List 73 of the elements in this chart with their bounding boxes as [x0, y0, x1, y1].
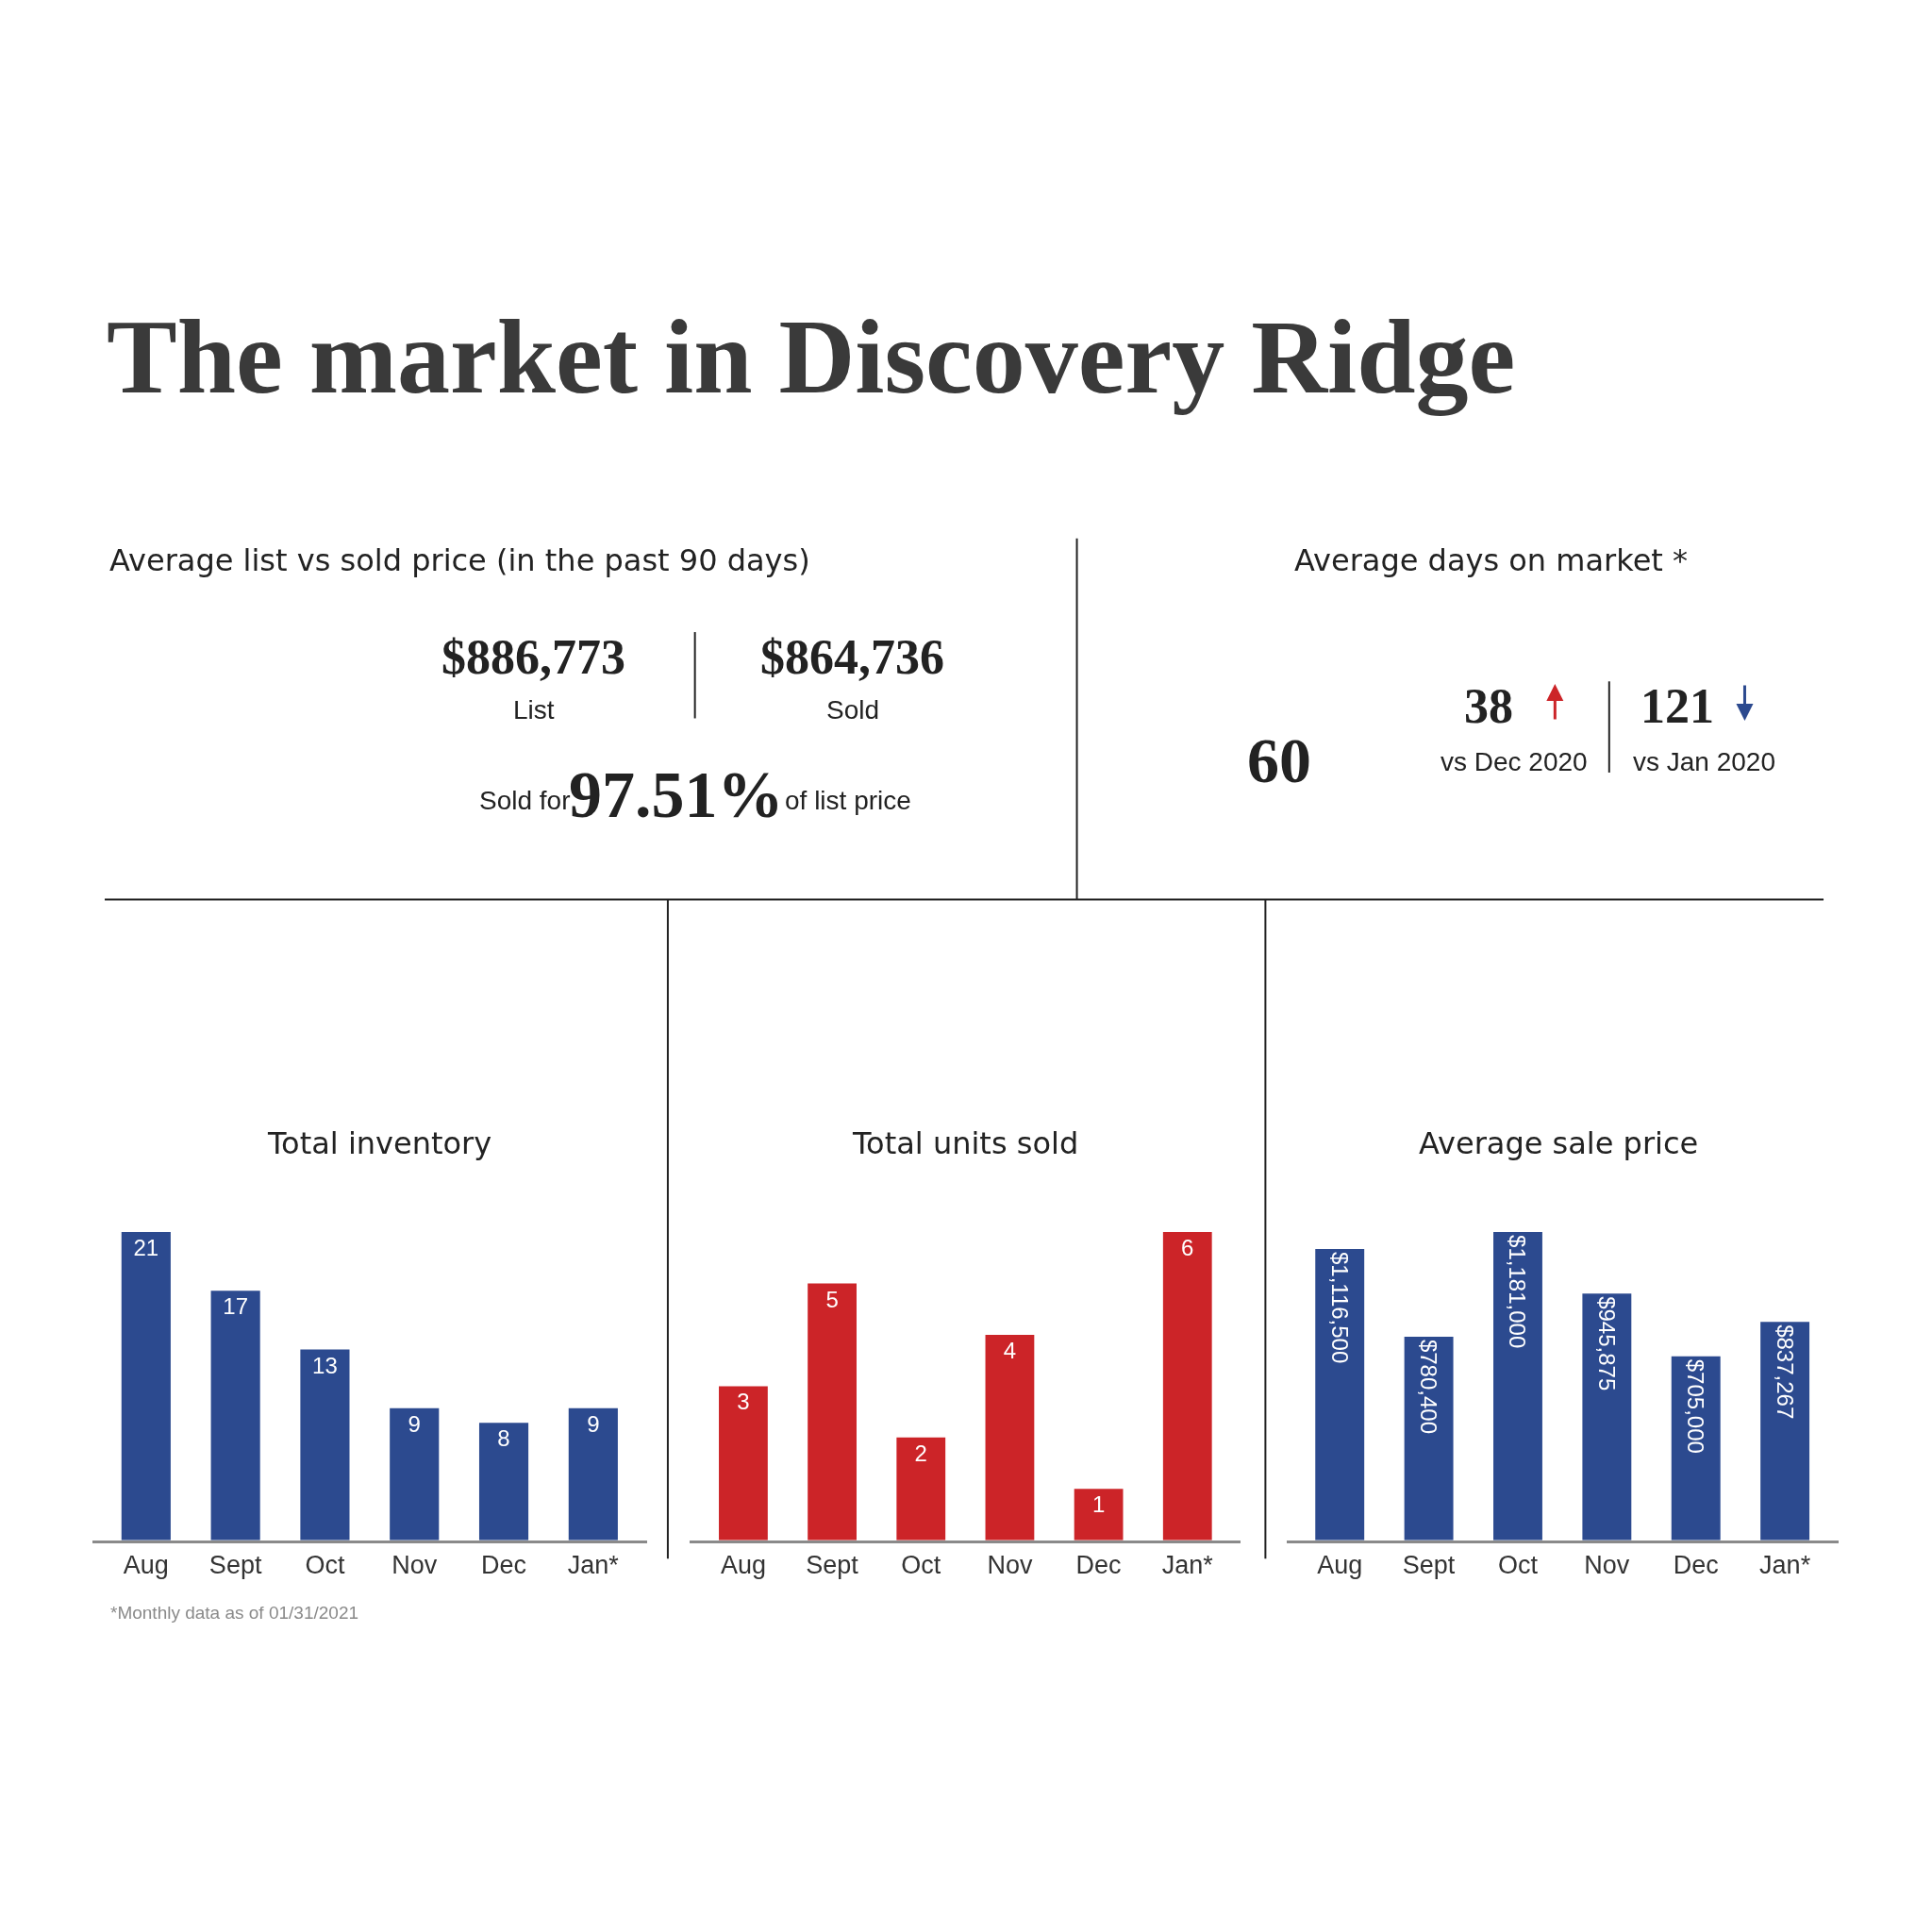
data-label: $1,181,000	[1505, 1235, 1531, 1349]
data-label: 1	[1091, 1491, 1106, 1518]
data-label: 5	[825, 1286, 839, 1312]
text: *Monthly data as of 01/31/2021	[110, 1603, 359, 1623]
text: vs Dec 2020	[1441, 747, 1588, 776]
x-tick-label: Sept	[208, 1551, 262, 1580]
text: Sold for	[479, 786, 571, 815]
data-label: 8	[497, 1425, 510, 1452]
text: $864,736	[760, 630, 944, 684]
data-label: 9	[587, 1410, 600, 1437]
chart-title: Average sale price	[1419, 1125, 1699, 1161]
x-tick-label: Jan*	[567, 1551, 620, 1580]
x-tick-label: Aug	[720, 1551, 766, 1580]
text: vs Jan 2020	[1633, 747, 1775, 776]
x-tick-label: Jan*	[1161, 1551, 1214, 1580]
x-tick-label: Sept	[806, 1551, 859, 1580]
x-tick-label: Dec	[1075, 1551, 1122, 1580]
x-tick-label: Oct	[901, 1551, 941, 1580]
x-tick-label: Nov	[987, 1551, 1033, 1580]
bar	[1315, 1248, 1365, 1541]
bar	[1582, 1293, 1632, 1541]
bar	[300, 1349, 350, 1541]
bar	[896, 1437, 946, 1541]
x-tick-label: Nov	[391, 1551, 438, 1580]
bar	[390, 1407, 440, 1541]
data-label: 3	[737, 1389, 750, 1415]
text: Sold	[826, 695, 880, 724]
bar	[1671, 1356, 1721, 1541]
bar	[1760, 1322, 1810, 1541]
bar	[1074, 1489, 1124, 1541]
data-label: $780,400	[1416, 1339, 1442, 1434]
text: of list price	[785, 786, 911, 815]
data-label: 4	[1003, 1337, 1017, 1363]
x-tick-label: Jan*	[1759, 1551, 1811, 1580]
bar	[985, 1334, 1035, 1541]
data-label: $837,267	[1772, 1324, 1798, 1420]
text: $886,773	[441, 630, 625, 684]
bar	[121, 1232, 171, 1541]
bar	[210, 1291, 260, 1541]
chart-title: Total inventory	[267, 1125, 492, 1161]
data-label: $705,000	[1683, 1358, 1709, 1454]
bar	[568, 1407, 618, 1541]
x-tick-label: Sept	[1402, 1551, 1456, 1580]
data-label: $945,875	[1593, 1296, 1620, 1391]
x-tick-label: Dec	[1673, 1551, 1719, 1580]
text: Average days on market *	[1294, 542, 1689, 578]
text: 121	[1641, 679, 1714, 733]
text: List	[513, 695, 555, 724]
text: 97.51%	[569, 758, 784, 831]
text: The market in Discovery Ridge	[107, 298, 1516, 416]
x-tick-label: Oct	[1497, 1551, 1539, 1580]
data-label: $1,116,500	[1326, 1251, 1353, 1364]
bar	[719, 1386, 768, 1541]
x-tick-label: Oct	[305, 1551, 345, 1580]
data-label: 21	[133, 1235, 159, 1261]
text: Average list vs sold price (in the past 90 days)	[109, 542, 810, 578]
x-tick-label: Aug	[1317, 1551, 1363, 1580]
data-label: 9	[408, 1410, 421, 1437]
x-tick-label: Nov	[1584, 1551, 1630, 1580]
data-label: 13	[312, 1352, 338, 1378]
bar	[1404, 1336, 1454, 1541]
bar	[478, 1423, 529, 1541]
bar	[1162, 1232, 1212, 1541]
x-tick-label: Dec	[481, 1551, 527, 1580]
chart-title: Total units sold	[852, 1125, 1079, 1161]
bar	[808, 1283, 857, 1541]
bar	[1493, 1232, 1542, 1541]
text: 60	[1247, 724, 1311, 796]
data-label: 17	[223, 1293, 248, 1320]
data-label: 2	[914, 1440, 927, 1466]
x-tick-label: Aug	[123, 1551, 169, 1580]
data-label: 6	[1181, 1235, 1194, 1261]
text: 38	[1464, 679, 1513, 733]
